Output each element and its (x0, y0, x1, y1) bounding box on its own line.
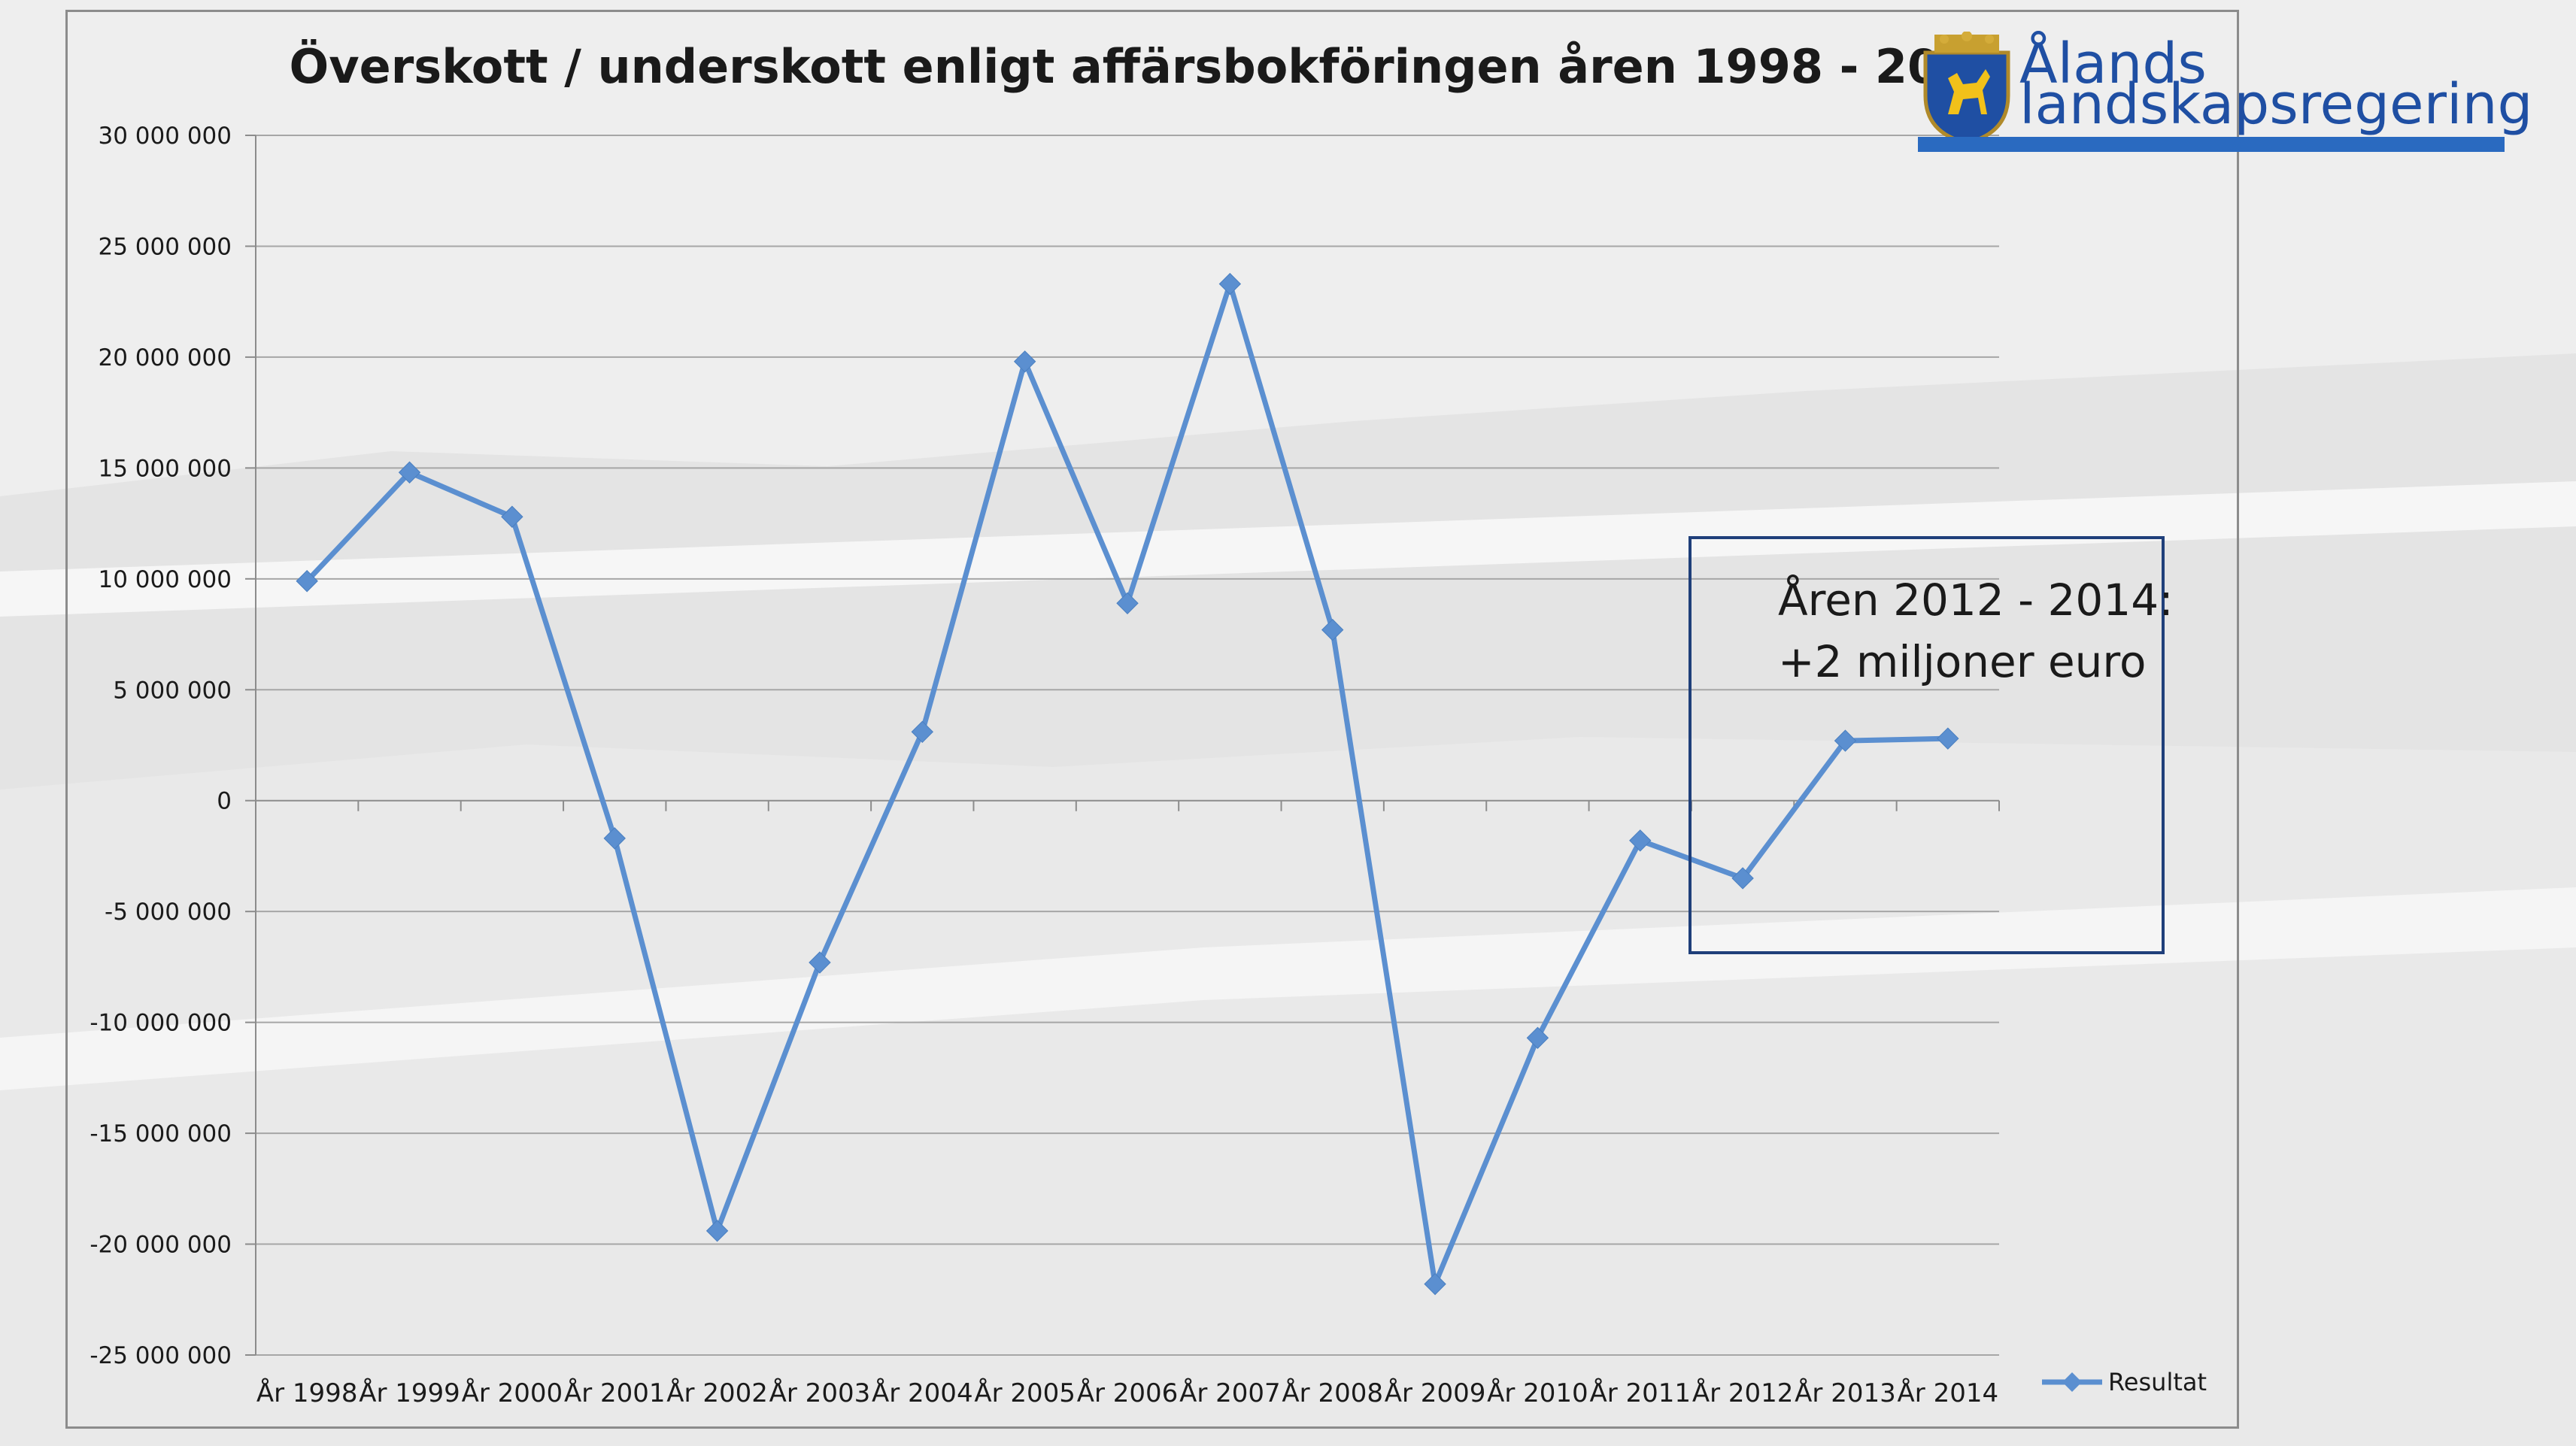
x-tick-label: År 2004 (872, 1378, 973, 1408)
annotation-line1: Åren 2012 - 2014: (1778, 574, 2174, 626)
y-tick-label: 30 000 000 (99, 123, 232, 150)
x-tick-label: År 2003 (769, 1378, 871, 1408)
x-tick-label: År 2000 (462, 1378, 563, 1408)
legend-marker (2062, 1372, 2082, 1392)
data-point (1629, 829, 1652, 852)
y-tick-label: 20 000 000 (99, 344, 232, 371)
data-point (1526, 1026, 1549, 1049)
x-tick-label: År 1999 (359, 1378, 460, 1408)
logo-text-line1: Ålands (2019, 32, 2207, 96)
data-point (603, 827, 626, 850)
data-point (1218, 272, 1242, 296)
chart-frame (65, 10, 2239, 1429)
x-tick-label: År 2002 (666, 1378, 768, 1408)
y-tick-label: -5 000 000 (105, 899, 232, 926)
x-tick-label: År 1998 (256, 1378, 358, 1408)
data-point (1321, 618, 1344, 641)
data-point (1116, 592, 1139, 614)
y-tick-label: 0 (217, 788, 232, 815)
annotation-text: Åren 2012 - 2014: +2 miljoner euro (1778, 569, 2174, 693)
data-point (501, 505, 523, 528)
data-point (1937, 727, 1959, 750)
x-tick-label: År 2012 (1692, 1378, 1794, 1408)
aland-logo: Ålands landskapsregering (1918, 32, 2532, 159)
x-tick-label: År 2001 (564, 1378, 666, 1408)
data-point (296, 570, 318, 593)
x-tick-label: År 2014 (1898, 1378, 1999, 1408)
x-tick-label: År 2005 (974, 1378, 1076, 1408)
data-point (809, 951, 831, 974)
x-tick-label: År 2006 (1077, 1378, 1179, 1408)
x-tick-label: År 2013 (1795, 1378, 1896, 1408)
y-tick-label: -20 000 000 (90, 1232, 232, 1259)
data-point (1424, 1272, 1446, 1296)
y-tick-label: 5 000 000 (113, 677, 232, 704)
chart-title: Överskott / underskott enligt affärsbokf… (290, 39, 2005, 94)
y-tick-label: -25 000 000 (90, 1342, 232, 1369)
data-point (1731, 867, 1754, 890)
data-point (911, 720, 934, 744)
x-tick-label: År 2007 (1179, 1378, 1281, 1408)
y-tick-label: -15 000 000 (90, 1120, 232, 1147)
y-tick-label: -10 000 000 (90, 1010, 232, 1037)
x-tick-label: År 2008 (1282, 1378, 1383, 1408)
data-point (1834, 729, 1857, 752)
data-point (705, 1220, 729, 1242)
annotation-box: Åren 2012 - 2014: +2 miljoner euro (1689, 536, 2174, 954)
y-tick-label: 10 000 000 (99, 566, 232, 593)
x-tick-label: År 2010 (1487, 1378, 1588, 1408)
logo-underline (1918, 137, 2505, 152)
y-tick-label: 15 000 000 (99, 455, 232, 482)
data-point (1013, 350, 1036, 373)
annotation-line2: +2 miljoner euro (1778, 636, 2147, 687)
data-point (398, 461, 421, 484)
x-tick-label: År 2009 (1385, 1378, 1486, 1408)
y-tick-label: 25 000 000 (99, 233, 232, 260)
logo-text-line2: landskapsregering (2019, 72, 2533, 137)
legend-label: Resultat (2108, 1368, 2207, 1396)
coat-of-arms-icon (1923, 32, 2010, 144)
x-tick-label: År 2011 (1589, 1378, 1691, 1408)
